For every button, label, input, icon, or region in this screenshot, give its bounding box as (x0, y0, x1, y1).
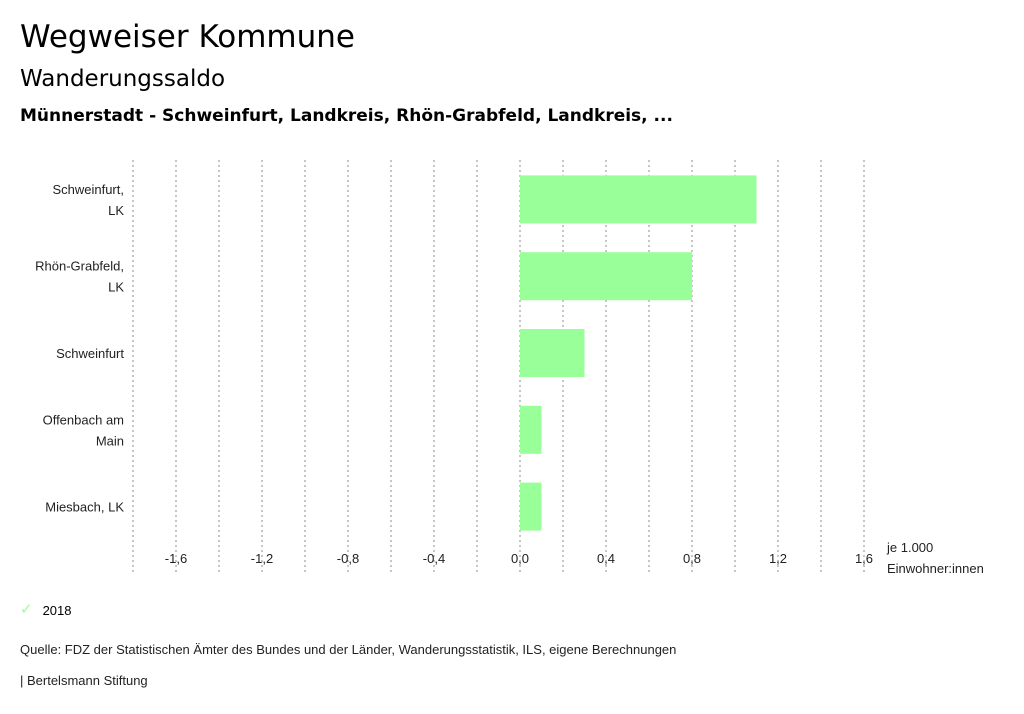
bar-chart: -1,6 -1,2 -0,8 -0,4 0,0 0,4 0,8 1,2 1,6 je 1.000 E… (35, 160, 984, 576)
category-label: Miesbach, LK (45, 500, 124, 515)
category-label: LK (108, 203, 124, 218)
bar (520, 482, 542, 531)
x-tick-label: -1,6 (165, 551, 187, 566)
x-tick-label: 0,4 (597, 551, 615, 566)
x-tick-label: -0,8 (337, 551, 359, 566)
category-label: Main (96, 433, 124, 448)
category-label: Offenbach am (43, 412, 124, 427)
check-icon: ✓ (20, 601, 33, 618)
x-tick-label: 1,2 (769, 551, 787, 566)
category-label: LK (108, 280, 124, 295)
x-axis-unit-label: Einwohner:innen (887, 561, 984, 576)
x-tick-label: 1,6 (855, 551, 873, 566)
x-axis-unit-label: je 1.000 (886, 540, 933, 555)
bar (520, 175, 757, 224)
bar (520, 252, 692, 301)
source-note: Quelle: FDZ der Statistischen Ämter des … (20, 642, 677, 657)
legend-item-2018[interactable]: ✓ 2018 (20, 602, 72, 618)
chart-subtitle: Wanderungssaldo (20, 66, 226, 92)
x-tick-label: 0,8 (683, 551, 701, 566)
x-tick-label: -1,2 (251, 551, 273, 566)
category-label: Schweinfurt (56, 346, 124, 361)
bar (520, 405, 542, 454)
region-label: Münnerstadt - Schweinfurt, Landkreis, Rh… (20, 106, 673, 126)
x-tick-label: -0,4 (423, 551, 445, 566)
bar (520, 329, 585, 377)
category-label: Schweinfurt, (52, 182, 124, 197)
x-tick-label: 0,0 (511, 551, 529, 566)
chart-title: Wegweiser Kommune (20, 19, 355, 55)
legend-label: 2018 (42, 602, 72, 618)
category-label: Rhön-Grabfeld, (35, 259, 124, 274)
credit-note: | Bertelsmann Stiftung (20, 673, 148, 688)
